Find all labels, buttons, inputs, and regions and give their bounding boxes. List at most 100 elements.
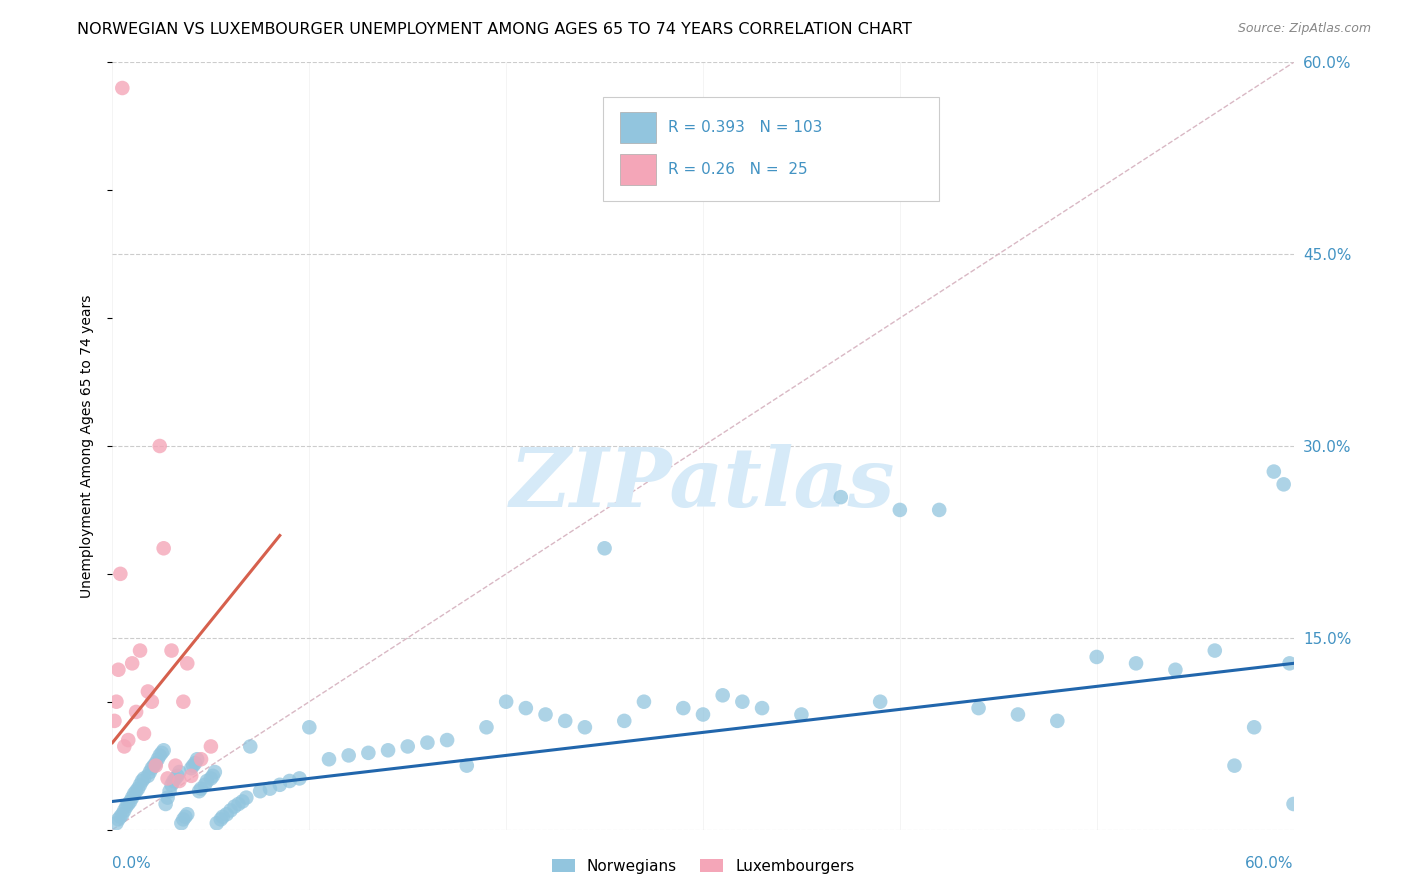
Point bbox=[165, 758, 187, 772]
Point bbox=[1046, 714, 1069, 728]
Point bbox=[160, 778, 183, 792]
Point bbox=[495, 695, 517, 709]
Point bbox=[136, 769, 159, 783]
Point bbox=[1272, 477, 1295, 491]
Point bbox=[111, 81, 134, 95]
Text: 60.0%: 60.0% bbox=[1246, 856, 1294, 871]
Point bbox=[249, 784, 271, 798]
Point bbox=[145, 756, 167, 770]
Point bbox=[132, 772, 155, 786]
Point bbox=[201, 769, 224, 783]
Point bbox=[110, 810, 132, 824]
Point bbox=[1263, 465, 1285, 479]
Text: Source: ZipAtlas.com: Source: ZipAtlas.com bbox=[1237, 22, 1371, 36]
Point bbox=[259, 781, 281, 796]
Point bbox=[156, 790, 179, 805]
Point bbox=[1125, 657, 1147, 671]
Point bbox=[184, 756, 207, 770]
Point bbox=[145, 758, 167, 772]
Point bbox=[127, 781, 149, 796]
Point bbox=[228, 797, 250, 811]
Point bbox=[149, 748, 172, 763]
Point bbox=[211, 810, 233, 824]
Point bbox=[112, 804, 135, 818]
Point bbox=[672, 701, 695, 715]
Point bbox=[156, 772, 179, 786]
Point bbox=[204, 765, 226, 780]
Point bbox=[239, 739, 262, 754]
Bar bbox=[620, 154, 655, 186]
Point bbox=[169, 774, 191, 789]
Point bbox=[790, 707, 813, 722]
Point bbox=[186, 752, 208, 766]
Point bbox=[190, 781, 212, 796]
Point bbox=[132, 726, 155, 740]
Point bbox=[176, 807, 198, 822]
Point bbox=[928, 503, 950, 517]
Point bbox=[219, 804, 242, 818]
Point bbox=[200, 739, 222, 754]
Point bbox=[692, 707, 714, 722]
Point bbox=[107, 813, 129, 827]
Point bbox=[110, 566, 132, 581]
Point bbox=[112, 739, 135, 754]
Text: R = 0.393   N = 103: R = 0.393 N = 103 bbox=[668, 120, 823, 136]
Point bbox=[162, 774, 184, 789]
Point bbox=[149, 439, 172, 453]
Bar bbox=[620, 112, 655, 143]
Point bbox=[141, 695, 163, 709]
Point bbox=[155, 797, 177, 811]
Point bbox=[117, 733, 139, 747]
Point bbox=[181, 758, 204, 772]
Point bbox=[235, 790, 257, 805]
Point bbox=[136, 684, 159, 698]
Point bbox=[967, 701, 990, 715]
Point bbox=[125, 705, 148, 719]
Point bbox=[152, 743, 174, 757]
Point bbox=[121, 657, 143, 671]
Point bbox=[105, 816, 128, 830]
Point bbox=[103, 714, 125, 728]
Point bbox=[633, 695, 655, 709]
Point bbox=[205, 816, 228, 830]
Point bbox=[146, 752, 169, 766]
Text: ZIPatlas: ZIPatlas bbox=[510, 444, 896, 524]
Point bbox=[1085, 649, 1108, 664]
Point bbox=[141, 761, 163, 775]
Point bbox=[209, 813, 232, 827]
Point bbox=[456, 758, 478, 772]
Point bbox=[534, 707, 557, 722]
Point bbox=[593, 541, 616, 556]
Point bbox=[554, 714, 576, 728]
Point bbox=[194, 778, 217, 792]
Point bbox=[416, 736, 439, 750]
Point bbox=[224, 799, 246, 814]
Point bbox=[515, 701, 537, 715]
Point bbox=[1223, 758, 1246, 772]
Point bbox=[160, 643, 183, 657]
Point bbox=[129, 778, 152, 792]
Point bbox=[830, 490, 852, 504]
Point bbox=[475, 720, 498, 734]
Point bbox=[318, 752, 340, 766]
Point bbox=[337, 748, 360, 763]
Text: 0.0%: 0.0% bbox=[112, 856, 152, 871]
Point bbox=[869, 695, 891, 709]
Point bbox=[357, 746, 380, 760]
Point bbox=[165, 772, 187, 786]
Point bbox=[139, 765, 162, 780]
Point bbox=[751, 701, 773, 715]
Point bbox=[122, 787, 145, 801]
Point bbox=[169, 765, 191, 780]
Point bbox=[1204, 643, 1226, 657]
Point bbox=[172, 695, 194, 709]
Point bbox=[105, 695, 128, 709]
Point bbox=[195, 774, 218, 789]
Point bbox=[1164, 663, 1187, 677]
Point bbox=[107, 663, 129, 677]
Point bbox=[298, 720, 321, 734]
Point bbox=[117, 797, 139, 811]
Point bbox=[889, 503, 911, 517]
Point bbox=[174, 810, 197, 824]
Point bbox=[574, 720, 596, 734]
